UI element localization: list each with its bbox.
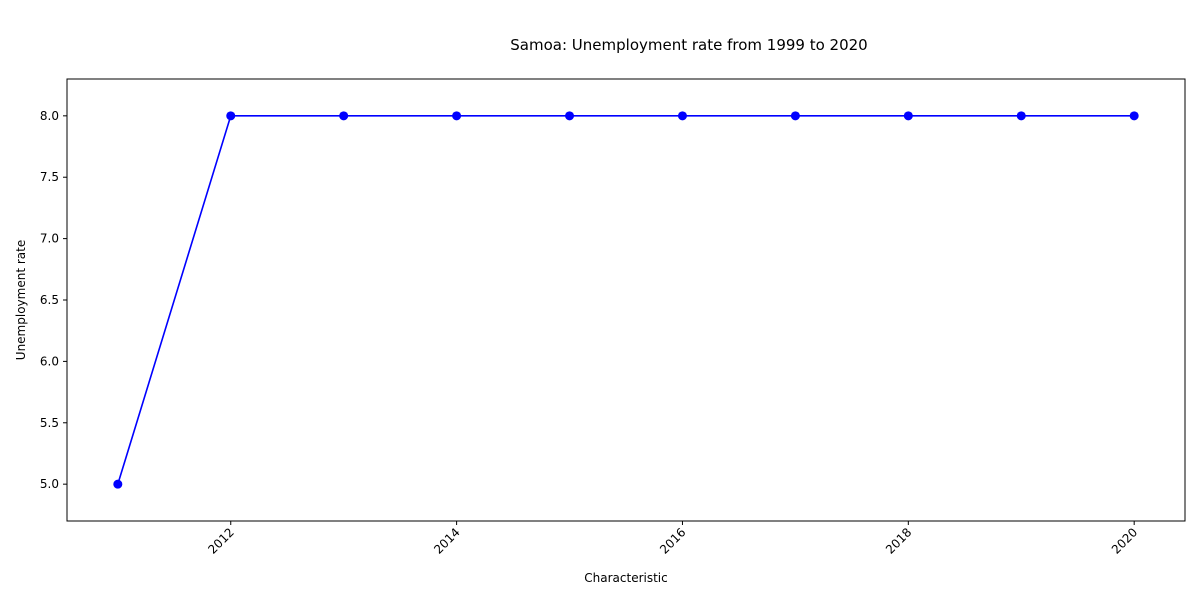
y-tick-label: 5.5 <box>40 416 59 430</box>
data-point <box>113 479 123 489</box>
x-tick-label: 2014 <box>431 525 462 556</box>
y-tick-label: 5.0 <box>40 477 59 491</box>
y-tick-label: 8.0 <box>40 109 59 123</box>
y-tick-label: 6.0 <box>40 354 59 368</box>
data-point <box>790 111 800 121</box>
data-point <box>677 111 687 121</box>
x-axis-title: Characteristic <box>584 571 667 585</box>
y-axis: 5.0 5.5 6.0 6.5 7.0 7.5 8.0 <box>40 109 67 491</box>
y-tick-label: 6.5 <box>40 293 59 307</box>
x-tick-label: 2012 <box>205 525 236 556</box>
x-tick-label: 2020 <box>1109 525 1140 556</box>
series-line <box>117 115 1135 485</box>
data-point <box>452 111 462 121</box>
data-point <box>226 111 236 121</box>
x-axis: 2012 2014 2016 2018 2020 <box>205 521 1140 557</box>
x-tick-label: 2018 <box>883 525 914 556</box>
data-point <box>903 111 913 121</box>
y-tick-label: 7.5 <box>40 170 59 184</box>
data-point <box>565 111 575 121</box>
series-layer <box>113 111 1139 489</box>
data-point <box>1016 111 1026 121</box>
data-point <box>339 111 349 121</box>
chart-title: Samoa: Unemployment rate from 1999 to 20… <box>510 36 867 54</box>
y-axis-title: Unemployment rate <box>14 240 28 360</box>
x-tick-label: 2016 <box>657 525 688 556</box>
data-point <box>1129 111 1139 121</box>
y-tick-label: 7.0 <box>40 232 59 246</box>
plot-area-frame <box>66 78 1186 522</box>
